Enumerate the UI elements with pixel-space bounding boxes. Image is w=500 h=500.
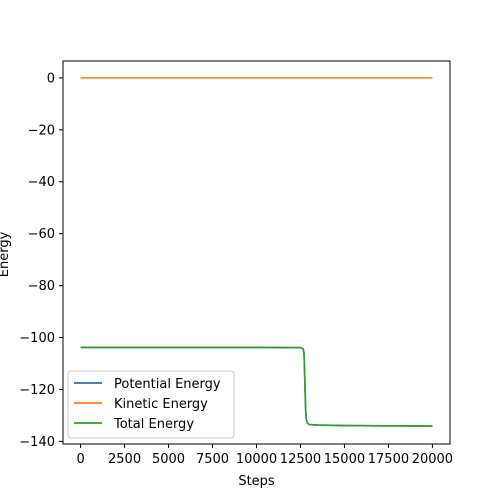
x-tick-label: 2500 bbox=[108, 452, 141, 467]
series-line-2 bbox=[80, 346, 433, 427]
x-tick-label: 5000 bbox=[152, 452, 185, 467]
x-tick-label: 17500 bbox=[368, 452, 409, 467]
x-tick-label: 12500 bbox=[280, 452, 321, 467]
legend-entry: Potential Energy bbox=[114, 377, 221, 392]
x-tick-label: 10000 bbox=[236, 452, 277, 467]
y-tick-label: −140 bbox=[19, 435, 55, 450]
y-tick-label: −40 bbox=[28, 175, 55, 190]
y-axis-label: Energy bbox=[0, 231, 12, 277]
y-tick-label: −120 bbox=[19, 383, 55, 398]
x-tick-label: 7500 bbox=[196, 452, 229, 467]
y-tick-label: −20 bbox=[28, 123, 55, 138]
x-axis-label: Steps bbox=[238, 474, 275, 489]
legend-entry: Kinetic Energy bbox=[114, 397, 208, 412]
legend-box bbox=[67, 370, 235, 439]
series-layer bbox=[80, 77, 433, 427]
legend: Potential Energy Kinetic Energy Total Ener… bbox=[67, 370, 235, 439]
y-tick-label: −60 bbox=[28, 227, 55, 242]
legend-entry: Total Energy bbox=[113, 417, 194, 432]
y-tick-label: 0 bbox=[47, 71, 55, 86]
x-tick-label: 15000 bbox=[324, 452, 365, 467]
y-tick-label: −100 bbox=[19, 331, 55, 346]
x-tick-label: 0 bbox=[76, 452, 84, 467]
ticks-layer: 0 2500 5000 7500 10000 12500 15000 17500 20000 0 −… bbox=[19, 71, 453, 467]
x-tick-label: 20000 bbox=[412, 452, 453, 467]
y-tick-label: −80 bbox=[28, 279, 55, 294]
